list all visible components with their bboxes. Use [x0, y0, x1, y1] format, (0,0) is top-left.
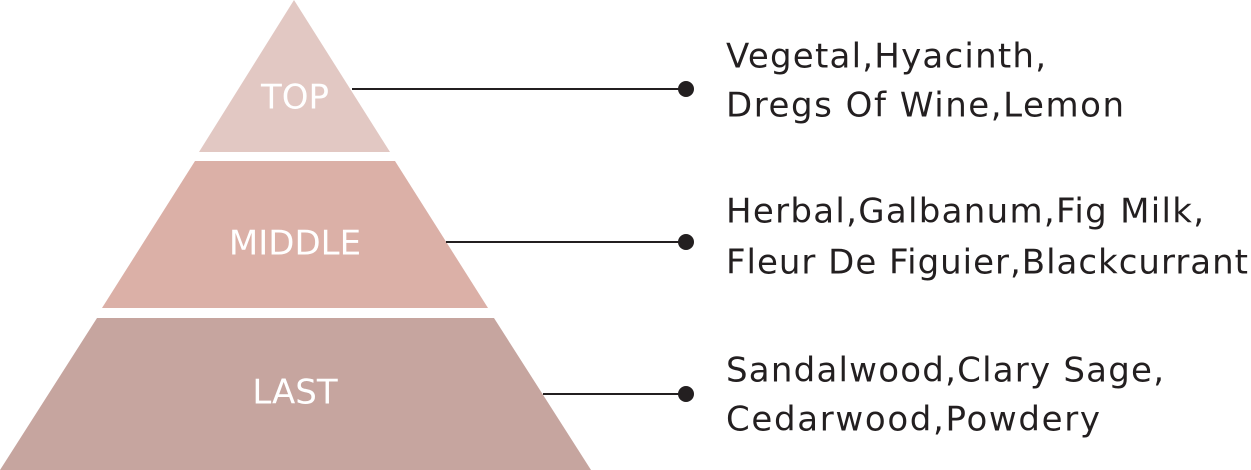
middle-layer	[102, 161, 488, 308]
note-text: Dregs Of Wine,Lemon	[726, 86, 1124, 126]
layer-label: LAST	[252, 373, 338, 413]
layer-label: MIDDLE	[229, 224, 361, 264]
connector-dot	[678, 386, 694, 402]
connector-dot	[678, 81, 694, 97]
connector-dot	[678, 234, 694, 250]
note-text: Vegetal,Hyacinth,	[726, 37, 1046, 77]
connectors	[352, 88, 686, 395]
note-text: Cedarwood,Powdery	[726, 400, 1100, 440]
note-text: Fleur De Figuier,Blackcurrant	[726, 243, 1248, 283]
top-layer	[199, 0, 390, 152]
note-text: Herbal,Galbanum,Fig Milk,	[726, 192, 1204, 232]
last-layer	[0, 318, 591, 470]
note-text: Sandalwood,Clary Sage,	[726, 351, 1164, 391]
layer-label: TOP	[260, 78, 329, 118]
